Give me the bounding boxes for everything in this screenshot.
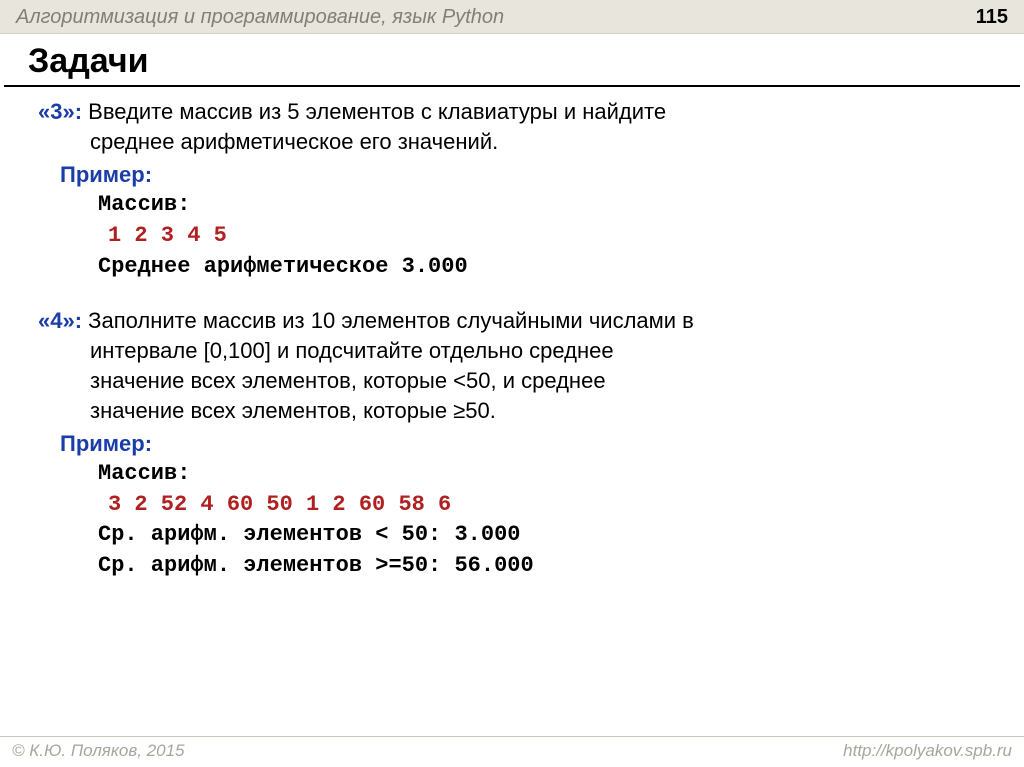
content-area: «3»: Введите массив из 5 элементов с кла…	[0, 97, 1024, 582]
task-4-mono3: Ср. арифм. элементов < 50: 3.000	[98, 520, 986, 551]
task-4-line2: интервале [0,100] и подсчитайте отдельно…	[90, 336, 986, 366]
task-4-label: «4»:	[38, 308, 82, 333]
footer-url: http://kpolyakov.spb.ru	[843, 741, 1012, 761]
task-3-label: «3»:	[38, 99, 82, 124]
task-4: «4»: Заполните массив из 10 элементов сл…	[38, 306, 986, 582]
task-4-text: «4»: Заполните массив из 10 элементов сл…	[38, 306, 986, 336]
page-number: 115	[976, 6, 1008, 29]
task-4-mono1: Массив:	[98, 459, 986, 490]
task-4-mono4: Ср. арифм. элементов >=50: 56.000	[98, 551, 986, 582]
footer-copyright: © К.Ю. Поляков, 2015	[12, 741, 185, 761]
slide-header: Алгоритмизация и программирование, язык …	[0, 0, 1024, 34]
task-4-line4: значение всех элементов, которые ≥50.	[90, 396, 986, 426]
task-4-line3: значение всех элементов, которые <50, и …	[90, 366, 986, 396]
task-3-example-label: Пример:	[60, 160, 986, 190]
task-3-mono2: 1 2 3 4 5	[108, 221, 986, 252]
task-3: «3»: Введите массив из 5 элементов с кла…	[38, 97, 986, 282]
task-3-line2: среднее арифметическое его значений.	[90, 127, 986, 157]
header-title: Алгоритмизация и программирование, язык …	[16, 6, 504, 29]
task-3-line1: Введите массив из 5 элементов с клавиату…	[88, 99, 666, 124]
page-title: Задачи	[0, 34, 1024, 85]
task-3-text: «3»: Введите массив из 5 элементов с кла…	[38, 97, 986, 127]
task-4-mono2: 3 2 52 4 60 50 1 2 60 58 6	[108, 490, 986, 521]
task-4-line1: Заполните массив из 10 элементов случайн…	[88, 308, 694, 333]
task-3-mono3: Среднее арифметическое 3.000	[98, 252, 986, 283]
task-4-example-label: Пример:	[60, 429, 986, 459]
slide-footer: © К.Ю. Поляков, 2015 http://kpolyakov.sp…	[0, 736, 1024, 761]
task-3-mono1: Массив:	[98, 190, 986, 221]
title-rule	[4, 85, 1020, 87]
